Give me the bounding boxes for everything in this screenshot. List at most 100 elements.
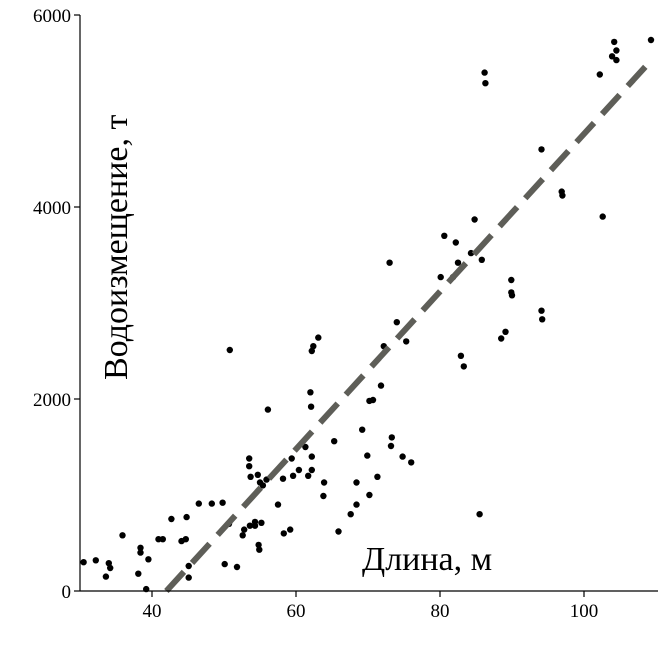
data-point xyxy=(377,382,385,389)
data-point xyxy=(502,328,509,335)
data-point xyxy=(219,499,226,506)
x-axis-title: Длина, м xyxy=(362,541,492,578)
data-point xyxy=(145,556,152,563)
data-point xyxy=(185,574,192,581)
data-point xyxy=(599,213,606,220)
data-point xyxy=(387,442,395,450)
x-tick-label: 100 xyxy=(570,601,599,622)
data-point xyxy=(538,307,545,314)
data-point xyxy=(239,532,246,539)
axes xyxy=(79,15,658,592)
data-point xyxy=(280,530,287,537)
data-point xyxy=(251,518,259,526)
data-point xyxy=(255,541,262,549)
x-axis-ticks: 40 60 80 100 xyxy=(143,591,599,622)
data-point xyxy=(364,452,371,459)
data-point xyxy=(295,466,303,474)
data-point xyxy=(454,259,462,266)
data-point xyxy=(482,80,489,87)
y-tick-label: 4000 xyxy=(33,198,71,219)
data-point xyxy=(374,473,381,480)
data-point xyxy=(137,544,144,551)
data-point xyxy=(498,335,505,342)
data-point xyxy=(279,475,287,482)
trendline xyxy=(164,60,652,594)
data-point xyxy=(335,528,342,535)
data-point xyxy=(233,563,241,571)
data-point xyxy=(613,56,620,64)
data-point xyxy=(105,560,113,567)
data-point xyxy=(596,71,603,78)
data-point xyxy=(254,471,261,478)
data-point xyxy=(308,466,315,474)
data-point xyxy=(393,319,400,326)
data-point xyxy=(183,513,190,521)
data-point xyxy=(92,557,100,564)
data-point xyxy=(305,472,312,479)
data-point xyxy=(353,479,360,486)
data-point xyxy=(613,47,620,54)
data-point xyxy=(353,501,360,508)
data-point xyxy=(159,536,166,543)
data-point xyxy=(246,522,254,529)
data-point xyxy=(437,273,444,281)
data-point xyxy=(182,536,189,543)
data-point xyxy=(457,352,465,359)
data-point xyxy=(508,292,516,299)
data-point xyxy=(320,492,327,500)
y-axis-title: Водоизмещение, т xyxy=(98,114,135,380)
data-point xyxy=(481,69,488,76)
data-point xyxy=(308,453,315,460)
data-point xyxy=(246,463,253,470)
data-point xyxy=(399,453,406,460)
data-point xyxy=(559,192,566,199)
data-point xyxy=(259,482,267,489)
data-point xyxy=(208,500,215,507)
data-point xyxy=(647,36,655,44)
data-point xyxy=(274,501,282,508)
data-point xyxy=(119,532,126,539)
data-point xyxy=(441,232,448,239)
data-point xyxy=(452,239,459,246)
data-point xyxy=(471,216,478,223)
data-point xyxy=(307,389,314,396)
data-point xyxy=(478,256,485,263)
data-point xyxy=(246,455,253,462)
data-point xyxy=(347,511,354,518)
data-points xyxy=(80,36,655,593)
data-point xyxy=(102,573,110,580)
data-point xyxy=(408,459,415,466)
data-point xyxy=(608,53,616,60)
data-point xyxy=(310,343,317,350)
x-tick-label: 40 xyxy=(143,601,162,622)
data-point xyxy=(247,473,254,480)
y-tick-label: 2000 xyxy=(33,390,71,411)
data-point xyxy=(611,38,618,46)
data-point xyxy=(366,491,373,499)
data-point xyxy=(508,276,515,284)
data-point xyxy=(307,403,315,410)
data-point xyxy=(369,396,377,404)
data-point xyxy=(359,426,366,433)
data-point xyxy=(137,549,144,556)
data-point xyxy=(258,519,265,526)
data-point xyxy=(241,526,248,533)
data-point xyxy=(256,546,263,553)
data-point xyxy=(539,316,546,323)
y-axis-ticks: 0 2000 4000 6000 xyxy=(33,6,80,603)
data-point xyxy=(226,346,233,354)
data-point xyxy=(288,455,295,462)
data-point xyxy=(403,338,410,345)
trendline-layer xyxy=(164,60,652,594)
data-point xyxy=(320,479,328,486)
x-tick-label: 80 xyxy=(431,601,450,622)
data-point xyxy=(386,259,393,266)
data-point xyxy=(302,443,309,451)
data-point xyxy=(476,511,483,518)
data-point xyxy=(315,334,322,341)
data-point xyxy=(168,515,175,523)
y-tick-label: 6000 xyxy=(33,6,71,27)
data-point xyxy=(289,472,297,479)
data-point xyxy=(388,434,395,441)
data-point xyxy=(80,559,87,566)
